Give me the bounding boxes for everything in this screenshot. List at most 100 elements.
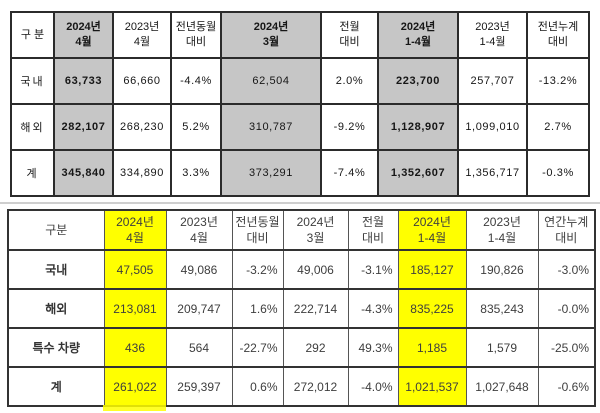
- data-cell: 334,890: [112, 149, 172, 197]
- table-row: 특수 차량 436 564 -22.7% 292 49.3% 1,185 1,579 -25.0…: [7, 327, 596, 368]
- table-row: 계 345,840 334,890 3.3% 373,291 -7.4% 1,352,607…: [10, 149, 590, 197]
- data-cell: -13.2%: [526, 57, 590, 105]
- data-cell: -0.3%: [526, 149, 590, 197]
- data-cell: -4.3%: [347, 288, 399, 329]
- data-cell: 185,127: [397, 249, 467, 290]
- table-row: 해외 282,107 268,230 5.2% 310,787 -9.2% 1,128,90…: [10, 103, 590, 151]
- column-header: 2024년 1-4월: [397, 209, 467, 251]
- row-header: 해외: [7, 288, 105, 329]
- data-cell: -0.6%: [537, 366, 596, 407]
- data-cell: -22.7%: [231, 327, 284, 368]
- data-cell: 310,787: [220, 103, 322, 151]
- column-header-line1: 2024년: [253, 21, 289, 33]
- data-cell: 373,291: [220, 149, 322, 197]
- data-cell: 49,006: [282, 249, 349, 290]
- data-cell: -25.0%: [537, 327, 596, 368]
- data-cell: 1,579: [465, 327, 539, 368]
- column-header-line2: 1-4월: [487, 231, 517, 245]
- data-cell: 1.6%: [231, 288, 284, 329]
- row-header: 해외: [10, 103, 55, 151]
- column-header-line1: 2023년: [475, 21, 510, 33]
- column-header-line2: 1-4월: [479, 36, 506, 48]
- column-header-line2: 4월: [75, 36, 92, 48]
- column-header-line2: 3월: [262, 36, 280, 48]
- column-header-line1: 2024년: [66, 21, 101, 33]
- column-header-line2: 대비: [339, 36, 360, 48]
- column-header-line1: 연간누계: [544, 215, 589, 229]
- lower-sales-table-container: 구분 2024년 4월 2023년 4월 전년동월 대비 2024년 3월 전월 대비 2024년 1-…: [7, 209, 596, 407]
- data-cell: 223,700: [377, 57, 459, 105]
- column-header-line2: 4월: [133, 36, 151, 48]
- column-header: 구분: [7, 209, 105, 251]
- data-cell: 63,733: [53, 57, 114, 105]
- column-header-line1: 전년동월: [175, 21, 217, 33]
- data-cell: 257,707: [457, 57, 528, 105]
- data-cell: -9.2%: [320, 103, 379, 151]
- column-header-line2: 대비: [246, 231, 269, 245]
- data-cell: -3.0%: [537, 249, 596, 290]
- data-cell: 5.2%: [170, 103, 222, 151]
- data-cell: -0.0%: [537, 288, 596, 329]
- column-header-line1: 구분: [45, 223, 68, 237]
- column-header-line1: 2023년: [180, 215, 218, 229]
- data-cell: 47,505: [103, 249, 167, 290]
- table-row: 계 261,022 259,397 0.6% 272,012 -4.0% 1,021,537…: [7, 366, 596, 407]
- column-header-line1: 2024년: [296, 215, 335, 229]
- row-header: 국내: [10, 57, 55, 105]
- column-header-line1: 2023년: [124, 21, 160, 33]
- data-cell: 209,747: [165, 288, 233, 329]
- column-header: 2024년 4월: [53, 11, 114, 59]
- column-header-line2: 4월: [126, 231, 144, 245]
- data-cell: 292: [282, 327, 349, 368]
- column-header-line1: 전월: [339, 21, 360, 33]
- data-cell: 190,826: [465, 249, 539, 290]
- data-cell: 261,022: [103, 366, 167, 407]
- table-row: 국내 47,505 49,086 -3.2% 49,006 -3.1% 185,127 190…: [7, 249, 596, 290]
- data-cell: 1,021,537: [397, 366, 467, 407]
- data-cell: 282,107: [53, 103, 114, 151]
- table-separator-line: [0, 202, 600, 204]
- column-header-line2: 3월: [306, 231, 325, 245]
- column-header-line1: 전년동월: [235, 215, 280, 229]
- data-cell: 835,225: [397, 288, 467, 329]
- column-header: 2024년 3월: [282, 209, 349, 251]
- column-header-line1: 전년누계: [537, 21, 579, 33]
- data-cell: 49.3%: [347, 327, 399, 368]
- column-header-line2: 1-4월: [417, 231, 447, 245]
- table-row: 해외 213,081 209,747 1.6% 222,714 -4.3% 835,225 8…: [7, 288, 596, 329]
- data-cell: 259,397: [165, 366, 233, 407]
- data-cell: 0.6%: [231, 366, 284, 407]
- column-header-line1: 구 분: [20, 28, 45, 41]
- column-header: 구 분: [10, 11, 55, 59]
- row-header: 계: [7, 366, 105, 407]
- column-header-line2: 대비: [185, 36, 207, 48]
- data-cell: -3.2%: [231, 249, 284, 290]
- column-header-line1: 2024년: [116, 215, 154, 229]
- data-cell: -3.1%: [347, 249, 399, 290]
- column-header-line2: 1-4월: [404, 36, 432, 48]
- data-cell: 1,128,907: [377, 103, 459, 151]
- column-header: 2023년 4월: [112, 11, 172, 59]
- row-header: 특수 차량: [7, 327, 105, 368]
- column-header: 2024년 4월: [103, 209, 167, 251]
- column-header: 전월 대비: [347, 209, 399, 251]
- row-header: 국내: [7, 249, 105, 290]
- column-header-line1: 2024년: [400, 21, 436, 33]
- data-cell: 213,081: [103, 288, 167, 329]
- column-header-line2: 대비: [547, 36, 569, 48]
- data-cell: 835,243: [465, 288, 539, 329]
- column-header-line1: 2023년: [483, 215, 521, 229]
- column-header: 2023년 1-4월: [465, 209, 539, 251]
- sales-table-lower: 구분 2024년 4월 2023년 4월 전년동월 대비 2024년 3월 전월 대비 2024년 1-…: [7, 209, 596, 407]
- column-header-line2: 대비: [555, 231, 578, 245]
- row-header: 계: [10, 149, 55, 197]
- data-cell: -4.0%: [347, 366, 399, 407]
- column-header-line2: 4월: [190, 231, 208, 245]
